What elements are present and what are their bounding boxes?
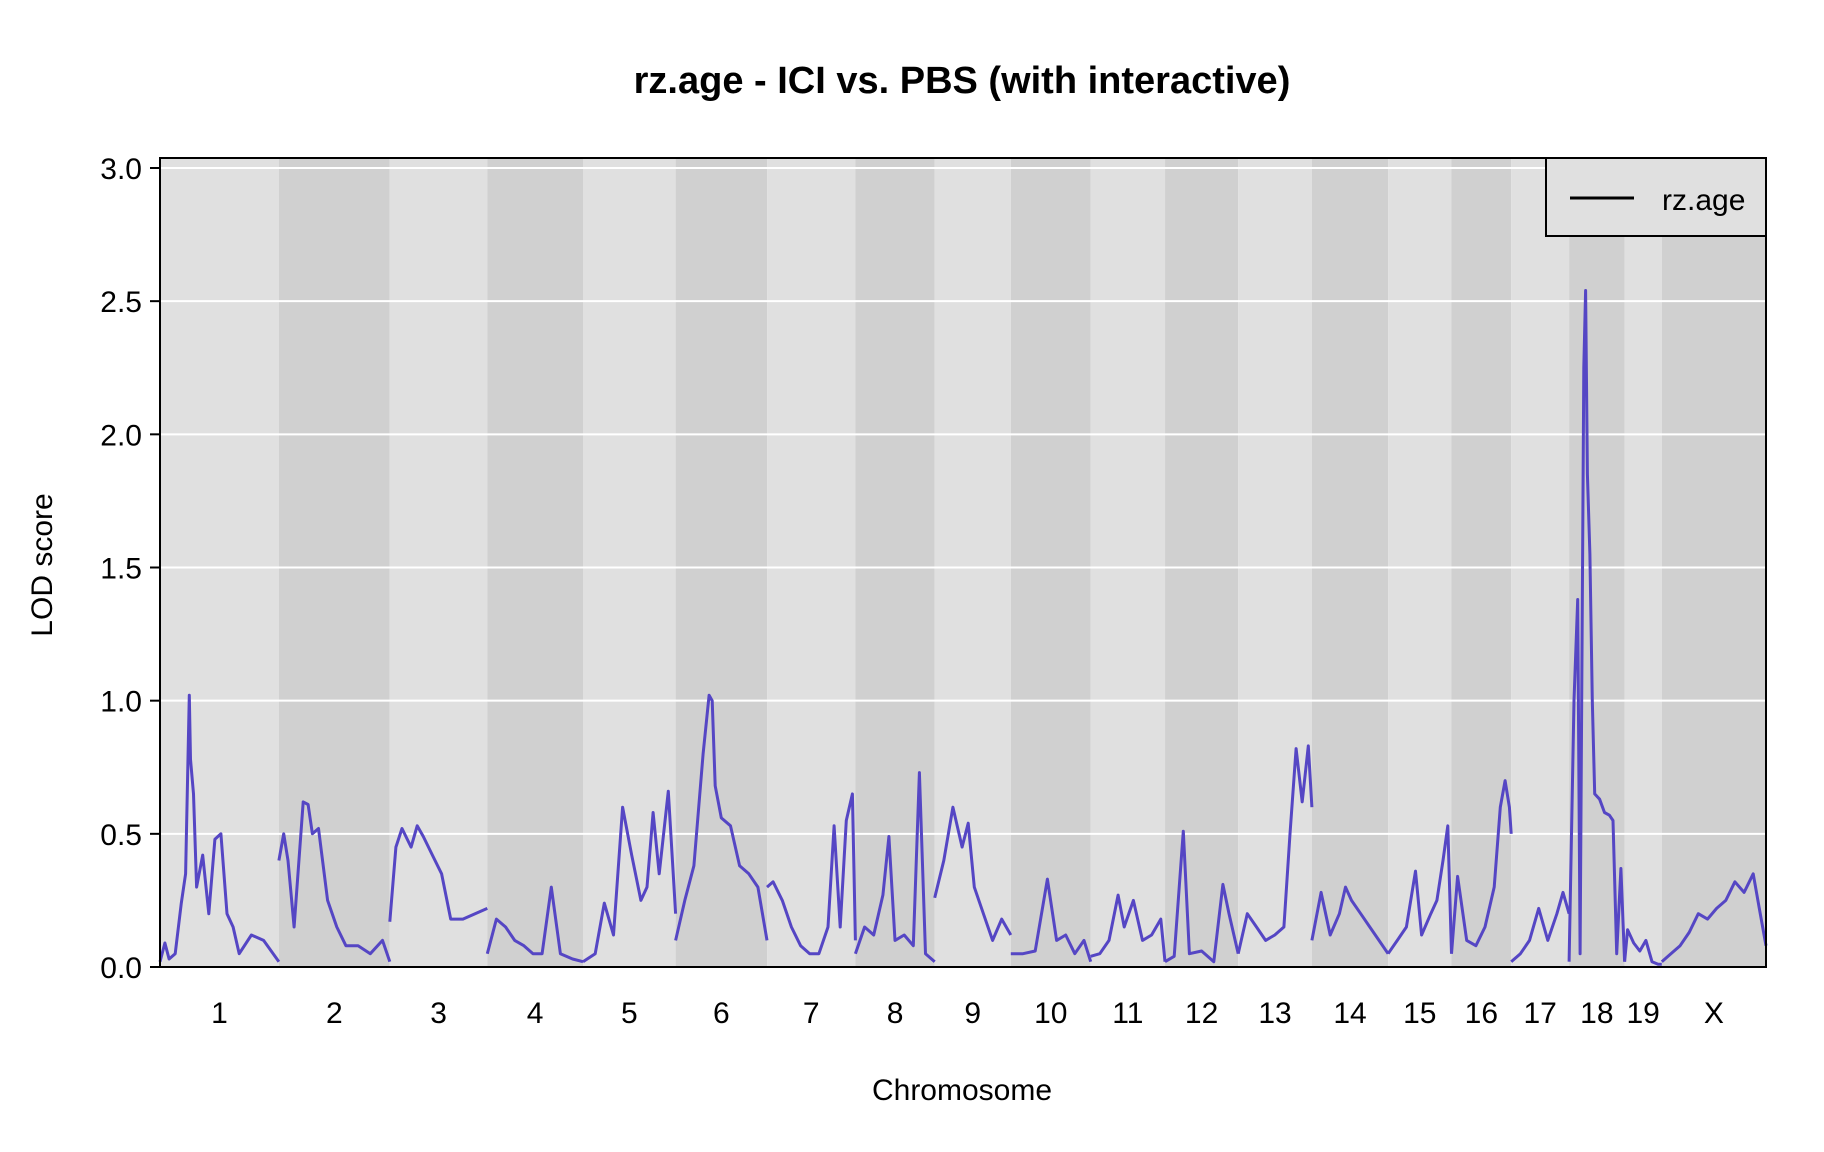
legend-label-rz-age: rz.age xyxy=(1662,184,1745,217)
chart-title: rz.age - ICI vs. PBS (with interactive) xyxy=(634,60,1291,102)
chromosome-band-7 xyxy=(767,158,856,967)
chromosome-band-10 xyxy=(1010,158,1091,967)
y-tick-label-4: 2.0 xyxy=(100,419,142,452)
series-line-chr-4 xyxy=(485,885,584,964)
series-line-chr-1 xyxy=(158,693,281,963)
chromosome-band-14 xyxy=(1311,158,1389,967)
x-tick-label-chr-17: 17 xyxy=(1523,997,1556,1030)
chromosome-bands xyxy=(160,158,1766,967)
x-tick-label-chr-3: 3 xyxy=(430,997,447,1030)
series-line-chr-6 xyxy=(674,693,769,941)
series-line-chr-13 xyxy=(1236,744,1314,955)
x-tick-label-chr-12: 12 xyxy=(1185,997,1218,1030)
chromosome-band-5 xyxy=(582,158,676,967)
series-line-chr-11 xyxy=(1090,893,1167,962)
chromosome-band-3 xyxy=(389,158,488,967)
chromosome-band-x xyxy=(1661,158,1766,967)
x-tick-label-chr-13: 13 xyxy=(1258,997,1291,1030)
chromosome-band-11 xyxy=(1090,158,1166,967)
y-tick-label-2: 1.0 xyxy=(100,686,142,719)
y-tick-label-5: 2.5 xyxy=(100,286,142,319)
chromosome-band-1 xyxy=(160,158,279,967)
y-axis-label: LOD score xyxy=(26,493,59,636)
x-tick-label-chr-18: 18 xyxy=(1580,997,1613,1030)
x-tick-label-chr-1: 1 xyxy=(211,997,228,1030)
series-line-chr-2 xyxy=(277,800,392,963)
series-line-chr-15 xyxy=(1386,824,1453,955)
series-line-chr-x xyxy=(1660,872,1768,963)
chromosome-band-18 xyxy=(1569,158,1625,967)
y-tick-label-0: 0.0 xyxy=(100,952,142,985)
x-tick-label-chr-19: 19 xyxy=(1627,997,1660,1030)
x-tick-label-chr-5: 5 xyxy=(621,997,638,1030)
chromosome-band-19 xyxy=(1624,158,1662,967)
series-layer xyxy=(158,289,1768,966)
chromosome-band-12 xyxy=(1165,158,1239,967)
series-line-chr-3 xyxy=(388,824,488,922)
series-line-chr-14 xyxy=(1310,885,1390,955)
chromosome-band-15 xyxy=(1388,158,1452,967)
chromosome-band-13 xyxy=(1238,158,1312,967)
x-tick-label-chr-8: 8 xyxy=(887,997,904,1030)
series-line-chr-17 xyxy=(1510,890,1571,963)
x-tick-label-chr-7: 7 xyxy=(803,997,820,1030)
series-line-chr-9 xyxy=(933,805,1013,942)
x-tick-label-chr-10: 10 xyxy=(1034,997,1067,1030)
y-tick-label-1: 0.5 xyxy=(100,819,142,852)
series-line-chr-18 xyxy=(1567,289,1627,962)
series-line-chr-19 xyxy=(1623,928,1662,966)
x-tick-label-chr-14: 14 xyxy=(1333,997,1366,1030)
x-tick-label-chr-16: 16 xyxy=(1465,997,1498,1030)
y-tick-label-6: 3.0 xyxy=(100,153,142,186)
x-axis-ticks: 1 2 3 4 5 6 7 8 9 10 11 12 13 14 15 16 17 18 19 X xyxy=(211,997,1724,1030)
chromosome-band-4 xyxy=(487,158,583,967)
legend: rz.age xyxy=(1545,157,1767,237)
x-tick-label-chr-11: 11 xyxy=(1112,997,1143,1030)
x-axis-label: Chromosome xyxy=(872,1074,1052,1107)
x-tick-label-chr-4: 4 xyxy=(527,997,544,1030)
x-tick-label-chr-9: 9 xyxy=(964,997,981,1030)
chromosome-band-16 xyxy=(1451,158,1512,967)
y-tick-label-3: 1.5 xyxy=(100,553,142,586)
series-line-chr-5 xyxy=(582,789,678,963)
chromosome-band-2 xyxy=(278,158,390,967)
y-axis-ticks: 0.0 0.5 1.0 1.5 2.0 2.5 3.0 xyxy=(100,153,160,985)
x-tick-label-chr-15: 15 xyxy=(1403,997,1436,1030)
series-line-chr-12 xyxy=(1164,829,1240,964)
plot-frame xyxy=(159,157,1767,968)
series-line-chr-8 xyxy=(853,771,936,963)
chromosome-band-17 xyxy=(1511,158,1570,967)
x-tick-label-chr-6: 6 xyxy=(713,997,730,1030)
series-line-chr-10 xyxy=(1010,877,1093,963)
chromosome-band-6 xyxy=(675,158,768,967)
series-line-chr-7 xyxy=(766,792,857,956)
series-line-chr-16 xyxy=(1450,779,1513,954)
x-tick-label-chr-x: X xyxy=(1704,997,1724,1030)
x-tick-label-chr-2: 2 xyxy=(326,997,343,1030)
